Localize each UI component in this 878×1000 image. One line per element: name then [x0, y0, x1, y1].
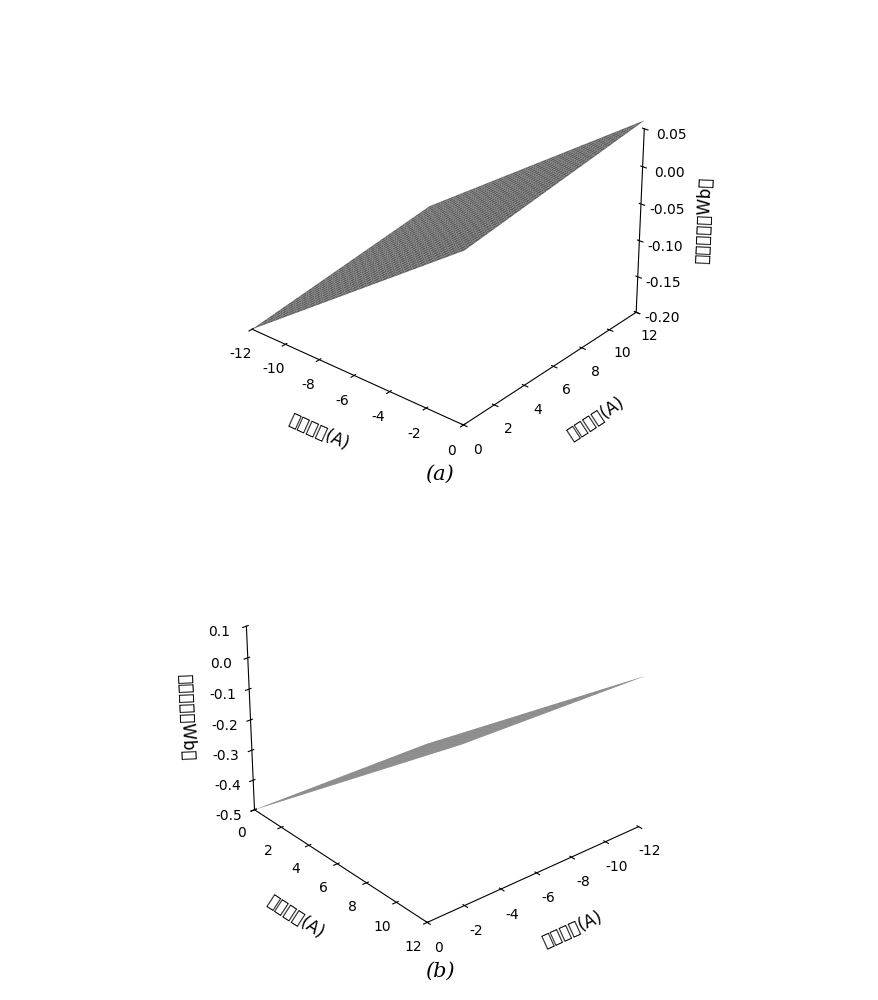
Text: (a): (a) [425, 465, 453, 484]
X-axis label: 直轴电流(A): 直轴电流(A) [285, 411, 351, 454]
Text: (b): (b) [424, 962, 454, 981]
Y-axis label: 交轴电流(A): 交轴电流(A) [263, 892, 327, 942]
X-axis label: 直轴电流(A): 直轴电流(A) [539, 908, 605, 951]
Y-axis label: 交轴电流(A): 交轴电流(A) [563, 394, 627, 444]
